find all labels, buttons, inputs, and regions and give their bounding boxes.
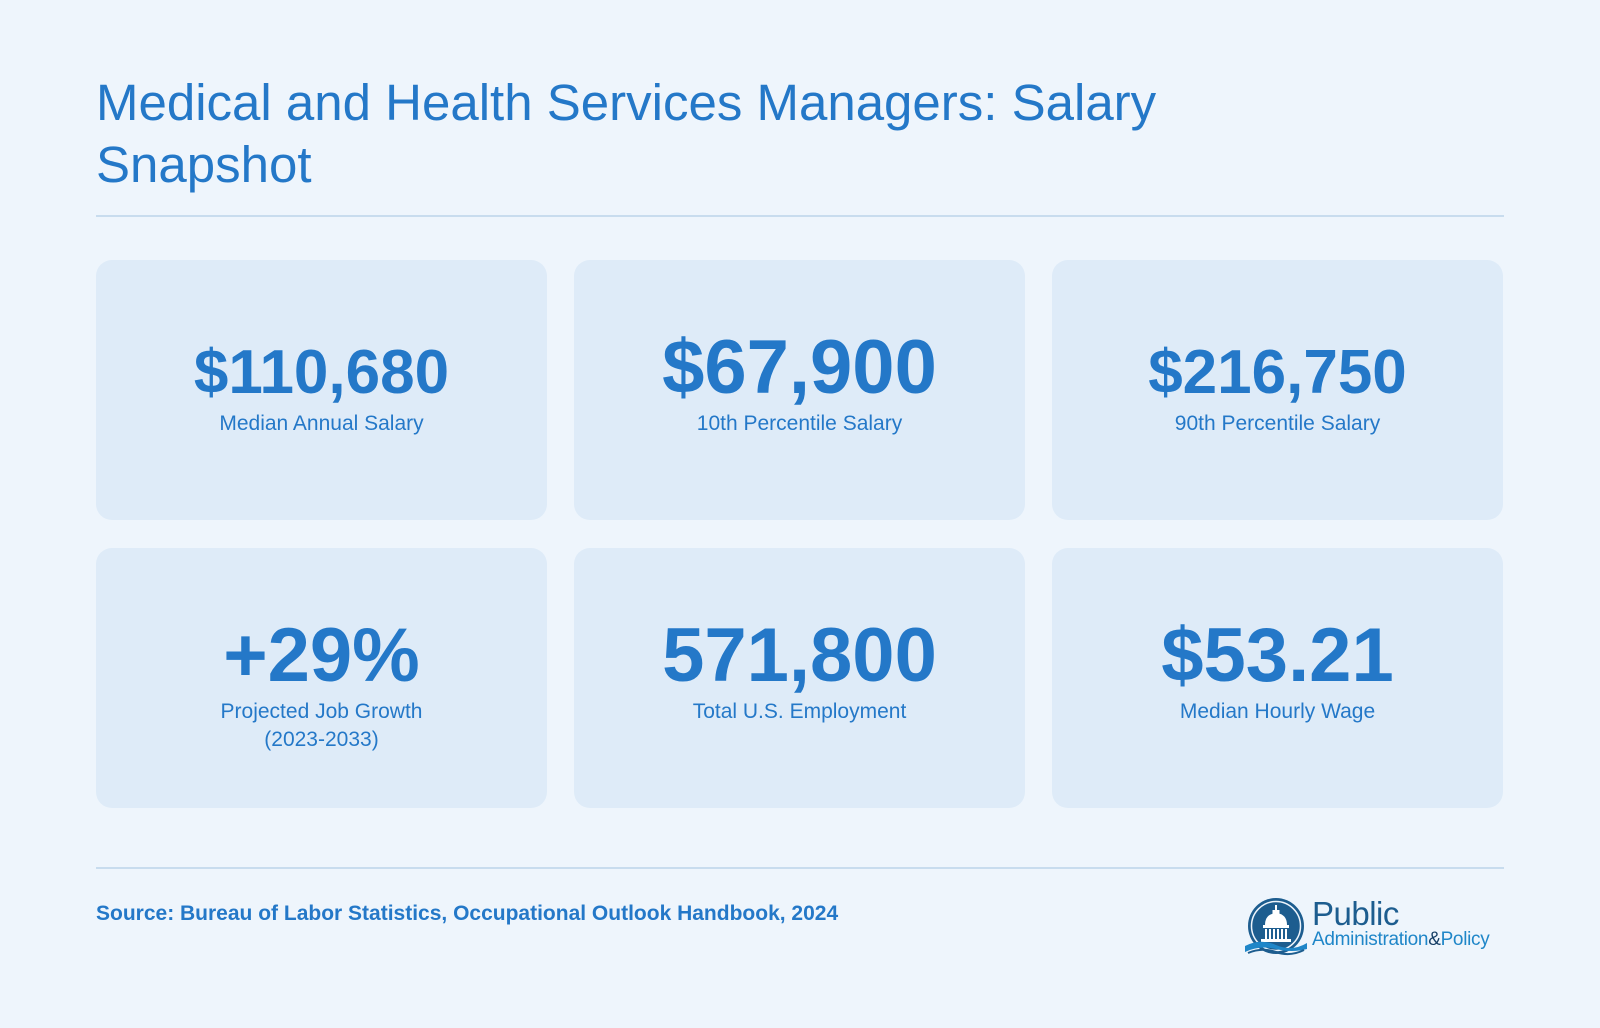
stat-card-total-us-employment: 571,800 Total U.S. Employment — [574, 548, 1025, 808]
stat-label: Median Annual Salary — [116, 410, 527, 438]
stat-label: 10th Percentile Salary — [594, 410, 1005, 438]
stat-label-line: (2023-2033) — [264, 728, 379, 751]
stat-value: $216,750 — [1148, 338, 1407, 407]
header-divider — [96, 215, 1504, 217]
logo-word-policy: Policy — [1440, 929, 1490, 950]
logo-word-public: Public — [1312, 895, 1399, 932]
footer-divider — [96, 867, 1504, 869]
stat-label-line: 90th Percentile Salary — [1174, 412, 1381, 435]
stat-value: 571,800 — [662, 613, 937, 698]
stat-value: $110,680 — [193, 338, 450, 407]
stat-label-line: Total U.S. Employment — [692, 700, 907, 723]
public-administration-policy-logo: Public Administration&Policy — [1244, 895, 1504, 961]
stats-grid: $110,680 Median Annual Salary $67,900 10… — [96, 260, 1504, 808]
page-title: Medical and Health Services Managers: Sa… — [96, 74, 1157, 193]
logo-word-administration: Administration — [1312, 929, 1429, 950]
source-citation: Source: Bureau of Labor Statistics, Occu… — [96, 902, 839, 925]
stat-label-line: 10th Percentile Salary — [696, 412, 903, 435]
stat-value: $53.21 — [1161, 613, 1394, 698]
stat-value: $67,900 — [662, 325, 937, 410]
stat-card-10th-percentile-salary: $67,900 10th Percentile Salary — [574, 260, 1025, 520]
stat-card-90th-percentile-salary: $216,750 90th Percentile Salary — [1052, 260, 1503, 520]
stat-label-line: Projected Job Growth — [220, 700, 423, 723]
stat-card-median-hourly-wage: $53.21 Median Hourly Wage — [1052, 548, 1503, 808]
stat-label-line: Median Hourly Wage — [1179, 700, 1376, 723]
capitol-dome-icon — [1245, 898, 1307, 956]
stat-card-projected-job-growth: +29% Projected Job Growth (2023-2033) — [96, 548, 547, 808]
stat-value: +29% — [223, 613, 420, 698]
stat-label: Median Hourly Wage — [1072, 698, 1483, 726]
stat-label-line: Median Annual Salary — [219, 412, 424, 435]
stat-label: Projected Job Growth (2023-2033) — [116, 698, 527, 754]
stat-label: Total U.S. Employment — [594, 698, 1005, 726]
stat-label: 90th Percentile Salary — [1072, 410, 1483, 438]
stat-card-median-annual-salary: $110,680 Median Annual Salary — [96, 260, 547, 520]
logo-word-administration-policy: Administration&Policy — [1312, 929, 1490, 951]
logo-ampersand: & — [1428, 929, 1441, 950]
